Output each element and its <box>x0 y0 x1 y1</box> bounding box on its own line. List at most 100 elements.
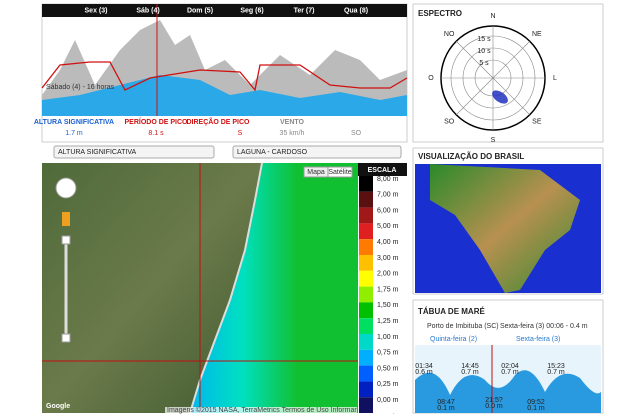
location-select[interactable] <box>232 145 402 159</box>
direction-label: NE <box>532 31 542 38</box>
scale-swatch <box>359 207 373 224</box>
map-type-button[interactable] <box>327 166 353 178</box>
scale-swatch <box>359 239 373 255</box>
ring-label: 5 s <box>479 60 489 67</box>
direction-label: S <box>491 137 496 144</box>
scale-label: 5,00 m <box>377 223 399 230</box>
scale-swatch <box>359 365 373 382</box>
direction-label: L <box>553 75 557 82</box>
period-line <box>41 61 408 92</box>
scale-label: 0,25 m <box>377 381 399 388</box>
direction-label: SE <box>532 119 542 126</box>
day-label: Sáb (4) <box>136 7 159 14</box>
direction-label: N <box>490 13 495 20</box>
tide-now-label: Sexta-feira (3) 00:06 - 0.4 m <box>500 323 588 330</box>
day-label: Sex (3) <box>85 7 108 14</box>
day-label: Dom (5) <box>187 7 213 14</box>
tide-time: 09:52 <box>527 399 545 406</box>
attribution-bg <box>165 407 357 413</box>
metric-label: DIREÇÃO DE PICO <box>186 117 250 126</box>
scale-label: 7,00 m <box>377 192 399 199</box>
scale-swatch <box>359 349 373 366</box>
direction-label: SO <box>444 119 455 126</box>
polar-spoke <box>456 77 494 115</box>
scale-label: 1,00 m <box>377 334 399 341</box>
ring-label: 10 s <box>477 48 491 55</box>
scale-swatch <box>359 255 373 271</box>
map-type-label[interactable]: Mapa <box>307 169 325 176</box>
polar-spoke <box>492 77 530 115</box>
tide-time: 01:34 <box>415 363 433 370</box>
polar-spoke <box>456 41 494 79</box>
day-label: Seg (6) <box>240 7 263 14</box>
metric-value: SO <box>351 130 362 137</box>
metric-value: 1.7 m <box>65 130 83 137</box>
select-text[interactable]: ALTURA SIGNIFICATIVA <box>58 149 137 156</box>
scale-title: ESCALA <box>368 167 397 174</box>
map-type-label[interactable]: Satélite <box>328 169 351 176</box>
tide-height: 0.7 m <box>547 369 565 376</box>
panel-title: VISUALIZAÇÃO DO BRASIL <box>418 152 524 161</box>
scale-label: 0,75 m <box>377 350 399 357</box>
tide-height: 0.1 m <box>527 405 545 412</box>
panel-title: TÁBUA DE MARÉ <box>418 307 485 316</box>
tide-area <box>415 370 601 413</box>
pan-control[interactable] <box>55 177 77 199</box>
metric-label: ALTURA SIGNIFICATIVA <box>34 119 114 126</box>
tide-day: Sexta-feira (3) <box>516 336 560 343</box>
metric-value: 8.1 s <box>148 130 164 137</box>
scale-label: 1,50 m <box>377 302 399 309</box>
continent <box>430 164 580 293</box>
tide-height: 0.1 m <box>437 405 455 412</box>
tide-height: 0.7 m <box>501 369 519 376</box>
tide-port: Porto de Imbituba (SC) <box>427 323 499 330</box>
metric-label: PERÍODO DE PICO <box>124 117 188 126</box>
direction-label: NO <box>444 31 455 38</box>
scale-label: 4,00 m <box>377 239 399 246</box>
tide-height: 0.6 m <box>415 369 433 376</box>
select-text[interactable]: LAGUNA - CARDOSO <box>237 149 308 156</box>
land <box>42 163 262 413</box>
scale-swatch <box>359 334 373 350</box>
tide-time: 21:5? <box>485 397 503 404</box>
attribution: Imagens ©2015 NASA, TerraMetrics Termos … <box>167 406 400 414</box>
direction-label: O <box>428 75 434 82</box>
zoom-in[interactable] <box>61 235 71 245</box>
tide-height: 0.7 m <box>461 369 479 376</box>
street-view[interactable] <box>62 212 70 226</box>
variable-select[interactable] <box>53 145 215 159</box>
day-label: Qua (8) <box>344 7 368 14</box>
scale-header <box>358 163 407 176</box>
scale-label: 6,00 m <box>377 207 399 214</box>
scale-swatch <box>359 286 373 303</box>
scale-label: 2,00 m <box>377 271 399 278</box>
polar-spoke <box>492 41 530 79</box>
zoom-out[interactable] <box>61 333 71 343</box>
spectrum-peak <box>492 90 508 104</box>
panel-title: ESPECTRO <box>418 9 462 18</box>
day-bar <box>42 4 407 17</box>
metric-label: VENTO <box>280 119 305 126</box>
scale-swatch <box>359 381 373 398</box>
scale-swatch <box>359 223 373 240</box>
scale-swatch <box>359 302 373 319</box>
scale-label: 8,00 m <box>377 176 399 183</box>
scale-swatch <box>359 176 373 192</box>
metric-value: S <box>238 130 243 137</box>
scale-swatch <box>359 318 373 334</box>
tide-time: 08:47 <box>437 399 455 406</box>
day-label: Ter (7) <box>294 7 315 14</box>
scale-label: 1,25 m <box>377 318 399 325</box>
google-logo: Google <box>46 403 70 410</box>
scale-label: 0,50 m <box>377 365 399 372</box>
metric-value: 35 km/h <box>280 130 305 137</box>
hover-label: Sábado (4) - 16 horas <box>46 84 115 91</box>
tide-time: 02:04 <box>501 363 519 370</box>
scale-swatch <box>359 397 373 413</box>
tide-time: 15:23 <box>547 363 565 370</box>
scale-label: 3,00 m <box>377 255 399 262</box>
height-area <box>42 75 407 116</box>
scale-swatch <box>359 270 373 287</box>
